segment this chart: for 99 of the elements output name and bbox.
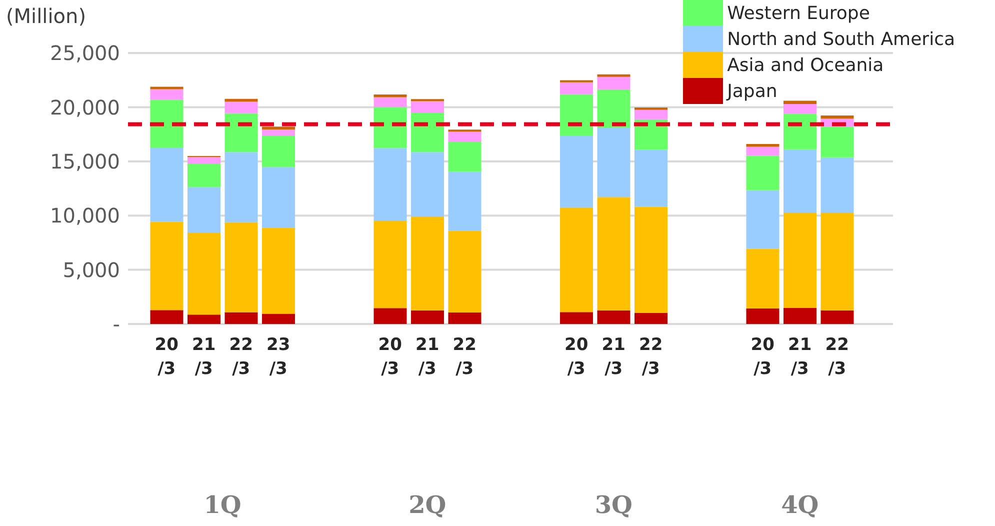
bar [187,187,220,233]
bar [448,132,482,142]
bar [448,142,482,172]
bar [746,190,780,249]
bar [746,144,780,147]
bar [746,308,780,324]
bar [374,221,407,308]
legend-label: Japan [727,80,778,102]
bar [746,146,780,156]
bar [410,216,444,310]
bar [783,149,816,213]
bar [374,94,407,98]
bar [150,148,184,222]
bar [820,310,854,324]
bar [374,107,407,148]
y-tick-label: 10,000 [50,204,120,228]
bar [187,232,220,315]
bar [634,206,668,313]
bar [746,156,780,190]
bar [150,86,184,90]
bar [410,152,444,216]
bar [448,230,482,313]
bar [262,167,295,228]
x-tick-label: 21/3 [788,335,812,379]
bar [410,112,444,152]
x-tick-label: 20/3 [154,335,179,379]
bar [262,136,295,168]
bar [634,150,668,207]
x-tick-label: 20/3 [564,335,588,379]
text: 4Q [780,490,820,519]
bar [224,113,258,152]
bar [262,130,295,136]
bar [224,222,258,312]
bar [187,157,220,164]
x-tick-label: 22/3 [229,335,253,379]
bar [560,135,593,208]
bar [150,222,184,310]
bar [597,74,630,77]
bar [187,314,220,324]
bar [560,94,593,136]
x-tick-label: 22/3 [639,335,663,379]
bar [560,312,593,324]
bar [262,126,295,130]
x-tick-label: 21/3 [602,335,626,379]
bar [187,164,220,188]
y-tick-label: 20,000 [50,95,120,120]
bar [448,312,482,324]
bar [150,89,184,100]
bar [224,102,258,114]
bar [374,308,407,324]
legend-label: North and South America [727,28,955,50]
bar [820,213,854,310]
bar [783,308,816,324]
bar [410,101,444,113]
bar [448,172,482,231]
x-tick-label: 20/3 [378,335,402,379]
y-tick-label: 5,000 [62,258,120,282]
bar [597,310,630,324]
x-tick-label: 23/3 [266,335,290,379]
bar [150,100,184,148]
bar [560,82,593,94]
bar [820,157,854,213]
text: 1Q [202,490,242,519]
bar [597,197,630,310]
bar [224,152,258,222]
bar [597,89,630,128]
bar [560,207,593,312]
x-tick-label: 21/3 [416,335,440,379]
bar [374,97,407,108]
bar [224,98,258,102]
bar [820,126,854,158]
bar [150,310,184,324]
bar [783,114,816,150]
bar [597,128,630,198]
x-tick-label: 21/3 [192,335,216,379]
x-tick-label: 22/3 [452,335,476,379]
bar [262,228,295,314]
y-tick-label: 25,000 [50,41,120,66]
bar [634,110,668,120]
bar [783,213,816,308]
legend-label: Western Europe [727,2,870,24]
y-tick-label: 15,000 [50,150,120,174]
bar [224,312,258,324]
text: 3Q [594,490,634,519]
x-tick-label: 22/3 [825,335,849,379]
bar [410,310,444,324]
bar [374,148,407,222]
text: 2Q [408,490,448,519]
bar [597,76,630,90]
bar [783,104,816,114]
bar [746,248,780,308]
y-tick-label: - [112,312,120,336]
bar [262,314,295,324]
legend-label: Asia and Oceania [727,54,884,76]
bar [634,312,668,324]
x-tick-label: 20/3 [750,335,775,379]
bar [820,115,854,119]
y-axis-title: (Million) [6,4,86,28]
bar [783,100,816,104]
